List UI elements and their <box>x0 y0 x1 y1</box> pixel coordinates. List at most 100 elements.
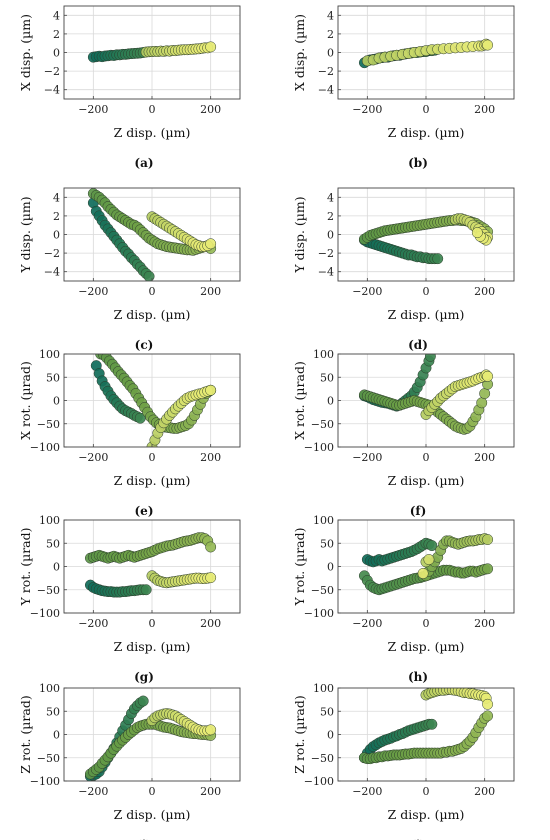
x-tick-label: 200 <box>200 285 221 298</box>
x-tick-label: 0 <box>149 103 156 116</box>
x-tick-label: −200 <box>78 103 108 116</box>
y-axis-label: Y rot. (µrad) <box>292 527 307 606</box>
y-tick-label: 50 <box>320 371 334 384</box>
chart-panel-9: −200 0 200 −100 −50 0 50 100 Z disp. (µm) Z rot. … <box>18 682 241 840</box>
data-points <box>84 695 217 781</box>
data-point <box>476 397 488 409</box>
x-tick-label: 200 <box>200 451 221 464</box>
y-axis-label: Z rot. (µrad) <box>18 695 33 773</box>
data-point <box>137 695 149 707</box>
y-tick-label: −50 <box>37 584 60 597</box>
panel-caption: (e) <box>135 504 154 518</box>
y-tick-label: −100 <box>304 607 334 620</box>
y-tick-label: 2 <box>327 28 334 41</box>
x-axis-label: Z disp. (µm) <box>114 473 191 488</box>
data-points <box>358 533 494 596</box>
y-tick-label: 50 <box>46 705 60 718</box>
y-axis-label: X rot. (µrad) <box>18 361 33 440</box>
panel-caption: (c) <box>135 338 154 352</box>
x-tick-label: 0 <box>423 103 430 116</box>
panel-caption: (j) <box>410 838 426 840</box>
x-tick-label: 200 <box>200 103 221 116</box>
data-point <box>426 540 438 552</box>
y-axis-label: Y disp. (µm) <box>292 196 307 273</box>
y-tick-label: 0 <box>53 229 60 242</box>
y-tick-label: 0 <box>53 395 60 408</box>
y-tick-label: 100 <box>39 348 60 361</box>
data-point <box>417 568 429 579</box>
x-axis-label: Z disp. (µm) <box>388 639 465 654</box>
data-point <box>471 227 483 239</box>
y-tick-label: −2 <box>44 247 60 260</box>
x-axis-label: Z disp. (µm) <box>388 307 465 322</box>
x-tick-label: −200 <box>352 285 382 298</box>
y-tick-label: 0 <box>327 561 334 574</box>
x-tick-label: −200 <box>78 617 108 630</box>
x-tick-label: 200 <box>474 451 495 464</box>
data-point <box>140 584 152 596</box>
y-tick-label: −100 <box>30 607 60 620</box>
data-points <box>87 41 217 63</box>
x-tick-label: 0 <box>423 617 430 630</box>
chart-panel-1: −200 0 200 −4 −2 0 2 4 Z disp. (µm) X disp. (µm) (… <box>18 5 241 170</box>
y-tick-label: 50 <box>320 537 334 550</box>
data-points <box>358 213 494 265</box>
data-point <box>423 554 435 565</box>
y-tick-label: −50 <box>37 418 60 431</box>
x-tick-label: 200 <box>474 285 495 298</box>
y-tick-label: 0 <box>327 229 334 242</box>
y-tick-label: 4 <box>53 191 60 204</box>
chart-panel-3: −200 0 200 −4 −2 0 2 4 Z disp. (µm) Y disp. (µm) (… <box>18 187 241 352</box>
y-tick-label: −4 <box>318 84 334 97</box>
y-tick-label: 100 <box>39 514 60 527</box>
panel-caption: (b) <box>408 156 428 170</box>
y-tick-label: 4 <box>327 9 334 22</box>
y-tick-label: −100 <box>30 441 60 454</box>
y-tick-label: −50 <box>37 752 60 765</box>
x-tick-label: 0 <box>149 617 156 630</box>
data-point <box>205 572 217 584</box>
data-point <box>426 718 438 730</box>
chart-panel-10: −200 0 200 −100 −50 0 50 100 Z disp. (µm) Z rot. … <box>292 682 515 840</box>
data-points <box>90 354 217 447</box>
data-points <box>358 38 494 69</box>
x-axis-label: Z disp. (µm) <box>388 473 465 488</box>
x-tick-label: 200 <box>474 103 495 116</box>
y-tick-label: −50 <box>311 584 334 597</box>
chart-panel-4: −200 0 200 −4 −2 0 2 4 Z disp. (µm) Y disp. (µm) (… <box>292 187 515 352</box>
y-tick-label: 0 <box>327 729 334 742</box>
y-tick-label: −2 <box>318 247 334 260</box>
data-points <box>358 354 494 435</box>
data-point <box>482 534 494 545</box>
data-point <box>482 563 494 575</box>
data-point <box>479 388 491 399</box>
y-tick-label: 100 <box>39 682 60 695</box>
y-axis-label: X disp. (µm) <box>18 14 33 91</box>
data-point <box>205 238 217 250</box>
y-tick-label: 50 <box>320 705 334 718</box>
data-point <box>205 41 217 53</box>
x-tick-label: 200 <box>474 617 495 630</box>
data-point <box>482 698 494 710</box>
data-point <box>205 541 217 553</box>
x-tick-label: −200 <box>352 103 382 116</box>
x-tick-label: −200 <box>78 285 108 298</box>
y-tick-label: 100 <box>313 682 334 695</box>
y-tick-label: 0 <box>53 729 60 742</box>
panel-caption: (g) <box>134 670 154 684</box>
panel-caption: (i) <box>136 838 152 840</box>
y-tick-label: 0 <box>327 395 334 408</box>
y-axis-label: X disp. (µm) <box>292 14 307 91</box>
panel-caption: (f) <box>410 504 427 518</box>
y-tick-label: 50 <box>46 537 60 550</box>
y-tick-label: 0 <box>327 47 334 60</box>
data-point <box>424 354 436 362</box>
x-tick-label: 0 <box>149 285 156 298</box>
y-tick-label: −4 <box>44 266 60 279</box>
y-tick-label: −100 <box>304 775 334 788</box>
y-tick-label: −2 <box>318 65 334 78</box>
data-points <box>84 532 217 598</box>
data-point <box>205 384 217 396</box>
data-points <box>358 688 494 765</box>
